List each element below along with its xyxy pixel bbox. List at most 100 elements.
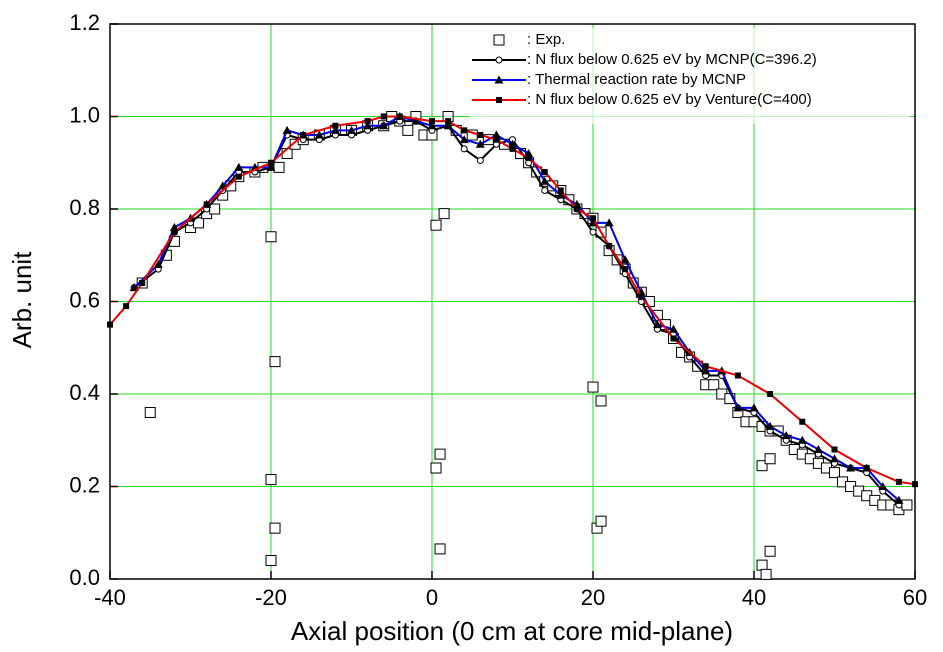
data-point [491, 130, 501, 139]
x-tick-label: 20 [581, 585, 605, 610]
y-tick-label: 1.0 [69, 102, 100, 127]
data-point [556, 190, 566, 199]
data-point [265, 474, 277, 486]
series-line [133, 120, 900, 506]
data-point [829, 467, 840, 479]
data-point [831, 446, 838, 453]
x-tick-label: 40 [742, 585, 766, 610]
data-point [894, 495, 904, 504]
data-point [402, 124, 414, 136]
data-point [427, 121, 437, 130]
data-point [234, 162, 244, 171]
data-point [541, 169, 548, 175]
data-point [708, 379, 720, 391]
data-point [476, 156, 484, 164]
y-tick-label: 1.2 [69, 10, 100, 35]
data-point [269, 522, 281, 534]
legend-marker [495, 56, 503, 64]
data-point [153, 260, 163, 268]
x-tick-label: 60 [903, 585, 927, 610]
data-point [438, 208, 450, 220]
x-axis-title: Axial position (0 cm at core mid-plane) [291, 616, 733, 646]
data-point [749, 403, 759, 412]
data-point [434, 448, 446, 460]
series-line [109, 115, 916, 486]
data-point [396, 113, 403, 120]
data-point [430, 462, 442, 474]
data-point [760, 568, 772, 580]
x-tick-label: -20 [255, 585, 287, 610]
data-point [764, 453, 776, 465]
data-point [265, 555, 277, 566]
data-point [300, 132, 307, 138]
data-point [493, 136, 500, 143]
data-point [557, 187, 564, 194]
data-point [797, 435, 807, 444]
data-point [540, 176, 550, 185]
data-point [347, 125, 356, 134]
data-point [123, 303, 130, 310]
data-point [912, 481, 918, 488]
data-point [273, 161, 285, 173]
data-point [652, 320, 662, 329]
legend-marker [494, 75, 504, 84]
legend-marker [493, 34, 505, 46]
data-point [171, 229, 178, 236]
data-point [269, 356, 281, 368]
data-point [265, 231, 277, 243]
data-point [129, 283, 139, 292]
data-point [638, 293, 645, 300]
y-tick-label: 0.6 [69, 287, 100, 312]
data-point [363, 121, 373, 130]
data-point [606, 243, 613, 249]
data-point [282, 125, 292, 134]
data-point [430, 219, 442, 231]
data-point [587, 381, 599, 393]
y-tick-label: 0.2 [69, 472, 100, 497]
data-point [445, 118, 452, 125]
data-point [107, 321, 113, 328]
data-point [702, 363, 709, 370]
data-point [589, 228, 597, 236]
y-tick-label: 0.4 [69, 380, 100, 405]
data-point [461, 127, 468, 134]
data-point [411, 116, 421, 125]
data-point [620, 255, 630, 264]
data-point [781, 431, 791, 440]
data-point [235, 173, 242, 180]
data-point [813, 445, 823, 453]
data-point [895, 478, 902, 485]
data-point [756, 460, 768, 472]
data-point [588, 218, 598, 227]
legend-label: : N flux below 0.625 eV by MCNP(C=396.2) [527, 51, 817, 68]
data-point [765, 421, 775, 430]
data-point [573, 206, 580, 212]
data-point [878, 482, 888, 490]
data-point [508, 139, 517, 148]
data-point [477, 132, 484, 138]
data-point [460, 145, 468, 153]
y-axis-title: Arb. unit [7, 251, 37, 349]
data-point [144, 407, 156, 418]
y-tick-label: 0.0 [69, 565, 100, 590]
data-point [756, 559, 768, 571]
data-point [604, 218, 614, 227]
data-point [509, 145, 516, 152]
data-point [670, 335, 677, 342]
data-point [701, 366, 711, 375]
data-point [266, 162, 276, 171]
data-point [595, 515, 607, 527]
legend-marker [496, 97, 502, 103]
data-point [846, 463, 856, 472]
data-point [669, 324, 678, 333]
data-point [541, 187, 549, 194]
x-tick-label: -40 [94, 585, 126, 610]
data-point [314, 130, 324, 139]
data-point [364, 118, 371, 125]
data-point [459, 135, 469, 144]
data-point [901, 499, 913, 511]
data-point [733, 403, 743, 412]
data-point [863, 465, 870, 471]
legend-label: : N flux below 0.625 eV by Venture(C=400… [527, 91, 812, 108]
